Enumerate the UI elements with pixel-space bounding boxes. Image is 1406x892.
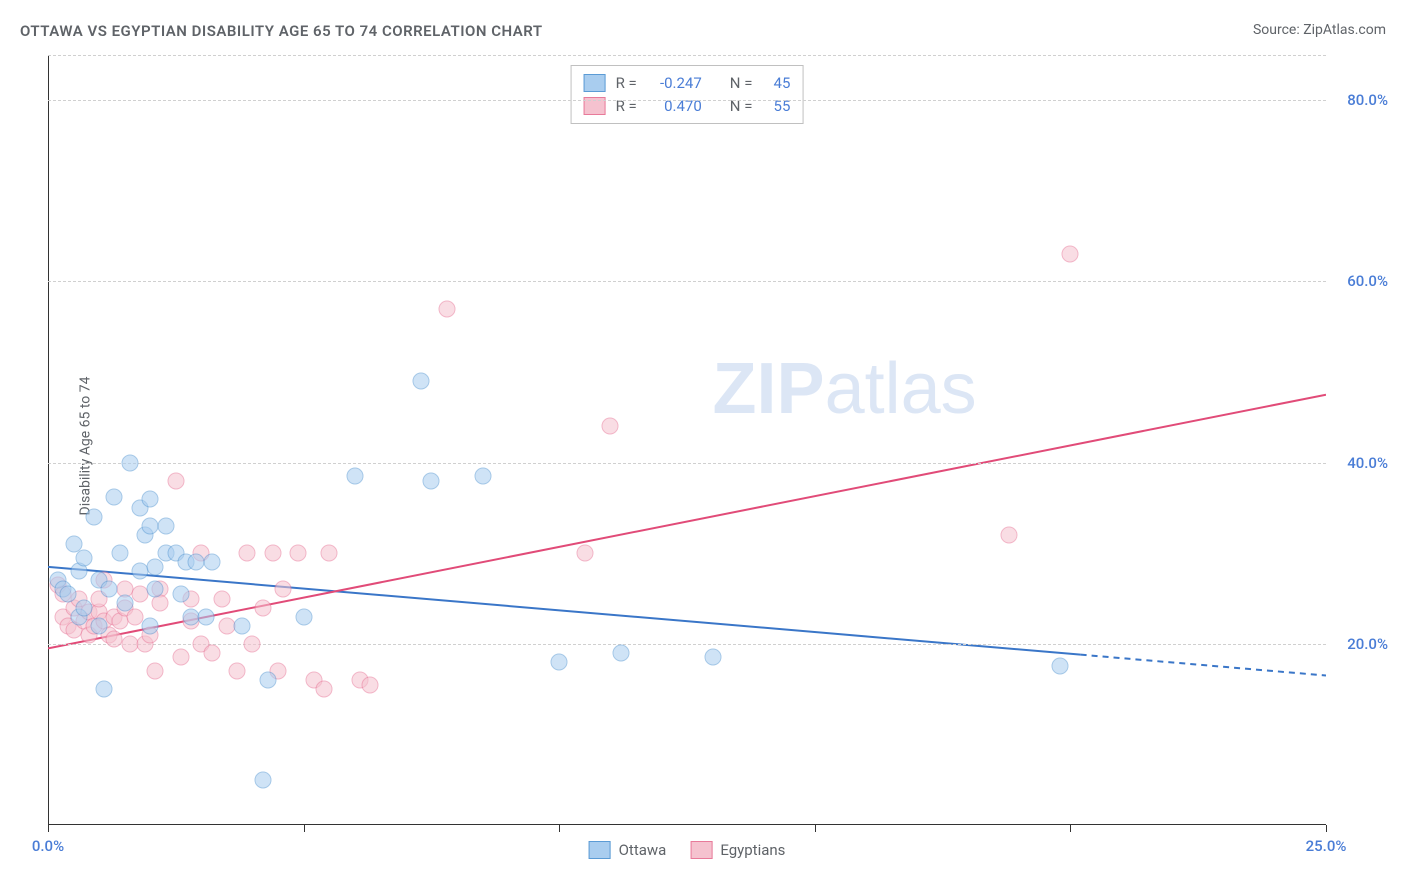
r-value-ottawa: -0.247: [647, 72, 702, 95]
chart-container: OTTAWA VS EGYPTIAN DISABILITY AGE 65 TO …: [0, 0, 1406, 892]
ottawa-point: [60, 586, 77, 603]
grid-line: [48, 100, 1326, 101]
ottawa-point: [203, 554, 220, 571]
ottawa-point: [91, 617, 108, 634]
ottawa-point: [116, 595, 133, 612]
ottawa-point: [1052, 658, 1069, 675]
ottawa-point: [142, 617, 159, 634]
egyptians-point: [126, 608, 143, 625]
n-value-ottawa: 45: [762, 72, 790, 95]
x-tick: [559, 825, 560, 832]
source-label: Source: ZipAtlas.com: [1253, 22, 1386, 38]
swatch-egyptians-2: [690, 841, 712, 859]
ottawa-point: [101, 581, 118, 598]
x-tick: [304, 825, 305, 832]
grid-line: [48, 281, 1326, 282]
x-tick: [1326, 825, 1327, 832]
ottawa-point: [234, 617, 251, 634]
correlation-legend: R = -0.247 N = 45 R = 0.470 N = 55: [571, 65, 804, 124]
egyptians-point: [1062, 246, 1079, 263]
chart-title: OTTAWA VS EGYPTIAN DISABILITY AGE 65 TO …: [20, 22, 543, 40]
y-tick-label: 60.0%: [1347, 272, 1388, 290]
ottawa-point: [106, 489, 123, 506]
egyptians-point: [438, 300, 455, 317]
swatch-ottawa: [584, 74, 606, 92]
x-tick-label: 0.0%: [32, 837, 64, 855]
grid-line: [48, 463, 1326, 464]
ottawa-point: [142, 490, 159, 507]
ottawa-point: [172, 586, 189, 603]
legend-item-ottawa: Ottawa: [589, 841, 667, 859]
n-value-egyptians: 55: [762, 95, 790, 118]
x-axis-line: [48, 824, 1326, 825]
ottawa-point: [121, 454, 138, 471]
ottawa-point: [474, 468, 491, 485]
x-tick: [815, 825, 816, 832]
x-tick-label: 25.0%: [1306, 837, 1347, 855]
y-tick-label: 80.0%: [1347, 91, 1388, 109]
grid-line: [48, 55, 1326, 56]
legend-row-egyptians: R = 0.470 N = 55: [584, 95, 791, 118]
egyptians-point: [1001, 527, 1018, 544]
ottawa-point: [423, 472, 440, 489]
r-value-egyptians: 0.470: [647, 95, 702, 118]
egyptians-point: [213, 590, 230, 607]
ottawa-point: [413, 373, 430, 390]
ottawa-point: [612, 644, 629, 661]
egyptians-point: [239, 545, 256, 562]
x-tick: [1070, 825, 1071, 832]
ottawa-point: [254, 771, 271, 788]
plot-area: ZIPatlas R = -0.247 N = 45 R = 0.470 N =…: [48, 55, 1326, 825]
legend-row-ottawa: R = -0.247 N = 45: [584, 72, 791, 95]
ottawa-point: [259, 672, 276, 689]
series-legend: Ottawa Egyptians: [589, 841, 786, 859]
egyptians-point: [147, 663, 164, 680]
egyptians-point: [362, 676, 379, 693]
egyptians-point: [229, 663, 246, 680]
ottawa-point: [111, 545, 128, 562]
y-axis-line: [48, 55, 49, 825]
source-link[interactable]: ZipAtlas.com: [1303, 22, 1386, 38]
y-tick-label: 20.0%: [1347, 635, 1388, 653]
swatch-ottawa-2: [589, 841, 611, 859]
egyptians-point: [244, 635, 261, 652]
egyptians-point: [264, 545, 281, 562]
ottawa-point: [198, 608, 215, 625]
egyptians-point: [321, 545, 338, 562]
ottawa-point: [157, 518, 174, 535]
egyptians-point: [602, 418, 619, 435]
y-tick-label: 40.0%: [1347, 454, 1388, 472]
ottawa-point: [551, 653, 568, 670]
egyptians-point: [316, 681, 333, 698]
x-tick: [48, 825, 49, 832]
egyptians-point: [275, 581, 292, 598]
ottawa-point: [147, 581, 164, 598]
ottawa-point: [704, 649, 721, 666]
egyptians-point: [203, 644, 220, 661]
egyptians-point: [290, 545, 307, 562]
ottawa-point: [75, 549, 92, 566]
watermark: ZIPatlas: [713, 348, 977, 430]
ottawa-point: [346, 468, 363, 485]
ottawa-point: [295, 608, 312, 625]
ottawa-point: [75, 599, 92, 616]
legend-item-egyptians: Egyptians: [690, 841, 785, 859]
egyptians-point: [172, 649, 189, 666]
ottawa-point: [86, 509, 103, 526]
egyptians-point: [167, 472, 184, 489]
egyptians-point: [106, 631, 123, 648]
grid-line: [48, 644, 1326, 645]
egyptians-point: [254, 599, 271, 616]
egyptians-point: [576, 545, 593, 562]
ottawa-point: [96, 681, 113, 698]
trend-lines: [48, 55, 1326, 825]
